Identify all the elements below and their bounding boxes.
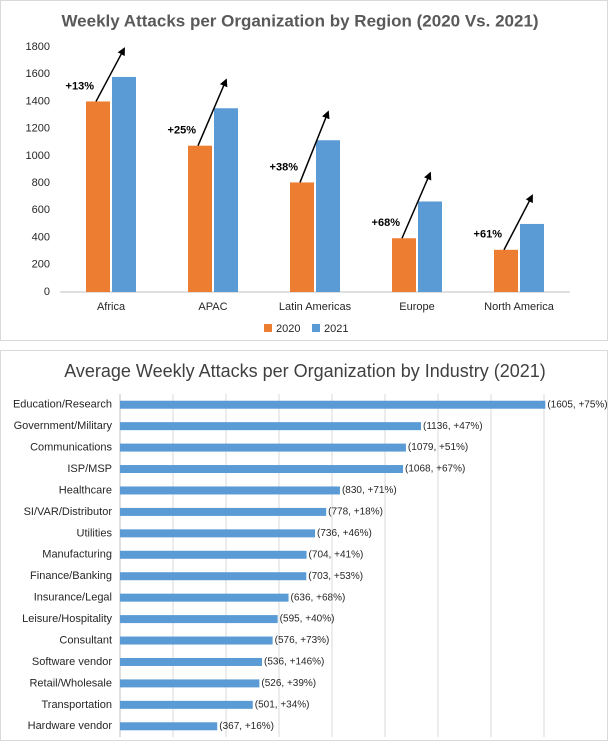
chart-title: Weekly Attacks per Organization by Regio… xyxy=(61,11,538,30)
y-tick-label: 1800 xyxy=(26,41,50,53)
y-tick-label: Utilities xyxy=(77,527,113,539)
y-tick-label: 1000 xyxy=(26,150,50,162)
x-tick-label: Latin Americas xyxy=(279,301,352,313)
bar xyxy=(120,550,307,559)
y-tick-label: Government/Military xyxy=(14,420,113,432)
bar xyxy=(86,101,110,292)
legend-label: 2021 xyxy=(324,323,348,335)
annotation-arrow xyxy=(197,78,228,146)
y-tick-label: Consultant xyxy=(59,634,112,646)
bar xyxy=(418,201,442,292)
bar xyxy=(120,700,253,709)
bar xyxy=(120,572,307,581)
annotation: +25% xyxy=(168,125,197,137)
y-tick-label: Leisure/Hospitality xyxy=(22,613,112,625)
bar xyxy=(494,249,518,292)
bar xyxy=(214,108,238,292)
y-tick-label: SI/VAR/Distributor xyxy=(24,506,113,518)
value-label: (576, +73%) xyxy=(275,635,330,646)
annotation: +61% xyxy=(474,229,503,241)
x-tick-label: Africa xyxy=(97,301,126,313)
value-label: (1136, +47%) xyxy=(423,421,483,432)
annotation-arrow xyxy=(299,110,330,183)
bar xyxy=(316,140,340,292)
value-label: (778, +18%) xyxy=(328,507,383,518)
bar xyxy=(120,486,340,495)
annotation-arrow xyxy=(95,47,125,102)
bar xyxy=(120,636,273,645)
annotation: +68% xyxy=(372,217,401,229)
bar xyxy=(120,615,278,624)
y-tick-label: Healthcare xyxy=(59,484,112,496)
y-tick-label: Communications xyxy=(30,442,112,454)
legend-swatch xyxy=(264,324,272,332)
y-tick-label: Manufacturing xyxy=(42,549,112,561)
y-tick-label: Hardware vendor xyxy=(28,720,113,732)
y-tick-label: 600 xyxy=(32,204,50,216)
value-label: (526, +39%) xyxy=(261,678,316,689)
y-tick-label: Finance/Banking xyxy=(30,570,112,582)
y-tick-label: 400 xyxy=(32,231,50,243)
chart-title: Average Weekly Attacks per Organization … xyxy=(64,361,546,381)
legend-label: 2020 xyxy=(276,323,300,335)
annotation-arrow xyxy=(503,194,533,251)
value-label: (367, +16%) xyxy=(219,721,274,732)
y-tick-label: 200 xyxy=(32,259,50,271)
y-tick-label: Education/Research xyxy=(13,399,112,411)
bar xyxy=(120,722,218,731)
y-tick-label: 1600 xyxy=(26,68,50,80)
x-tick-label: Europe xyxy=(399,301,434,313)
bar xyxy=(290,182,314,292)
y-tick-label: ISP/MSP xyxy=(67,463,112,475)
annotation: +38% xyxy=(270,161,299,173)
value-label: (736, +46%) xyxy=(317,528,372,539)
chart-frame xyxy=(0,350,608,741)
bar xyxy=(112,76,136,292)
annotation-arrow xyxy=(401,171,432,239)
value-label: (830, +71%) xyxy=(342,485,397,496)
y-tick-label: 0 xyxy=(44,286,50,298)
y-tick-label: 800 xyxy=(32,177,50,189)
y-tick-label: Insurance/Legal xyxy=(34,592,112,604)
value-label: (636, +68%) xyxy=(291,592,346,603)
bar xyxy=(520,223,544,292)
bar xyxy=(120,400,546,409)
y-tick-label: 1400 xyxy=(26,95,50,107)
value-label: (1068, +67%) xyxy=(405,464,465,475)
value-label: (501, +34%) xyxy=(255,699,310,710)
value-label: (704, +41%) xyxy=(309,549,364,560)
value-label: (703, +53%) xyxy=(308,571,363,582)
x-tick-label: APAC xyxy=(198,301,227,313)
value-label: (536, +146%) xyxy=(264,657,324,668)
bar xyxy=(120,443,406,452)
legend-swatch xyxy=(312,324,320,332)
bar xyxy=(120,529,316,538)
bar xyxy=(120,465,404,474)
y-tick-label: 1200 xyxy=(26,123,50,135)
bar xyxy=(120,657,263,666)
y-tick-label: Software vendor xyxy=(32,656,112,668)
bar xyxy=(120,422,422,431)
x-tick-label: North America xyxy=(484,301,555,313)
bar xyxy=(392,238,416,292)
annotation: +13% xyxy=(66,80,95,92)
bar xyxy=(120,593,289,602)
value-label: (595, +40%) xyxy=(280,614,335,625)
y-tick-label: Retail/Wholesale xyxy=(29,677,112,689)
value-label: (1079, +51%) xyxy=(408,442,468,453)
bar xyxy=(188,145,212,292)
bar xyxy=(120,679,260,688)
y-tick-label: Transportation xyxy=(41,699,112,711)
value-label: (1605, +75%) xyxy=(547,399,607,410)
bar xyxy=(120,507,327,516)
